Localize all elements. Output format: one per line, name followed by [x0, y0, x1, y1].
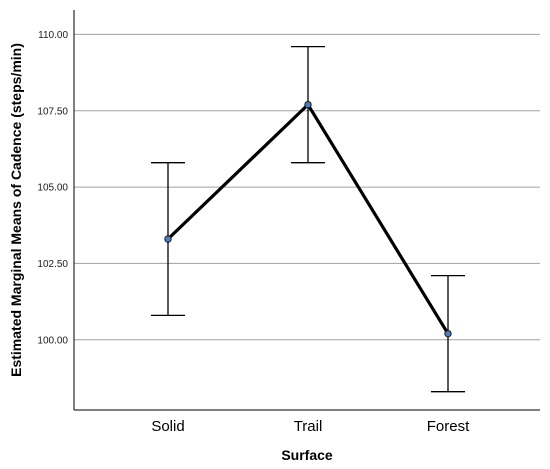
grid-lines [74, 33, 540, 341]
y-tick-label: 100.00 [37, 335, 68, 346]
x-tick-label-solid: Solid [151, 418, 184, 435]
y-tick-label: 110.00 [38, 30, 68, 41]
data-point-forest [444, 329, 452, 338]
x-tick-label-forest: Forest [427, 418, 470, 435]
x-tick-labels: Solid Trail Forest [151, 418, 470, 435]
y-tick-label: 102.50 [37, 259, 68, 270]
y-axis-title: Estimated Marginal Means of Cadence (ste… [8, 43, 24, 377]
data-point-solid [164, 235, 172, 243]
data-points [164, 100, 452, 338]
y-tick-label: 107.50 [37, 106, 68, 117]
axes [73, 10, 540, 411]
x-axis-title: Surface [281, 447, 333, 463]
y-tick-label: 105.00 [37, 183, 68, 194]
x-tick-label-trail: Trail [294, 418, 323, 435]
data-point-trail [304, 100, 312, 109]
y-tick-labels: 100.00 102.50 105.00 107.50 110.00 [37, 30, 68, 346]
